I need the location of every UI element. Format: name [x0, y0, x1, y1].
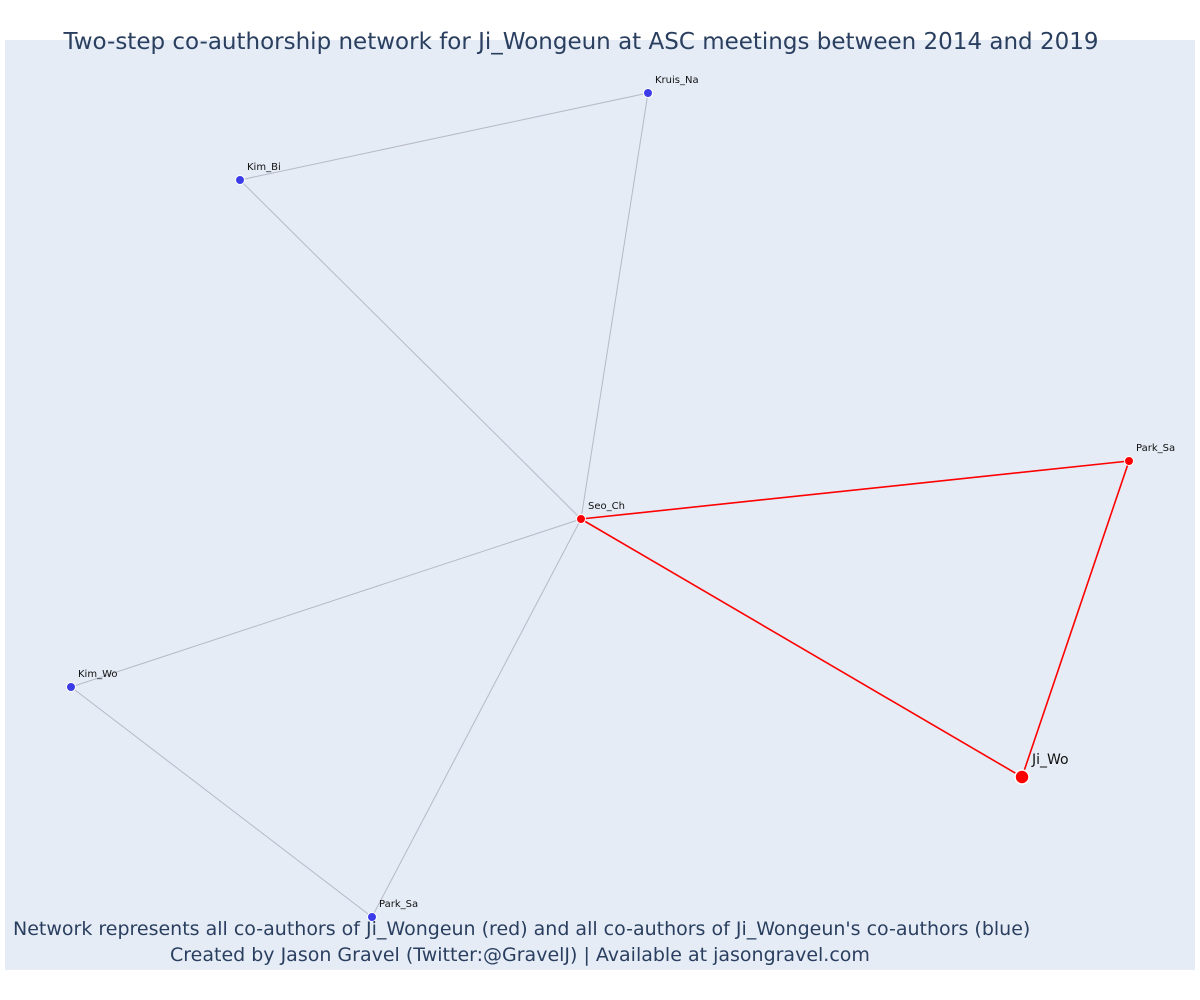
node-label-park1: Park_Sa — [1136, 443, 1175, 454]
edge-seo-park1 — [580, 460, 1130, 520]
node-label-kimwo: Kim_Wo — [78, 669, 118, 680]
node-label-ji: Ji_Wo — [1031, 752, 1069, 768]
plot-area — [5, 40, 1195, 970]
node-label-kimbi: Kim_Bi — [247, 162, 281, 173]
edge-seo-kimbi — [239, 179, 582, 520]
node-label-seo: Seo_Ch — [588, 501, 625, 512]
edge-seo-kruis — [580, 92, 649, 520]
edge-kimbi-kruis — [239, 92, 649, 181]
nodes-layer — [66, 88, 1134, 922]
caption-credit: Created by Jason Gravel (Twitter:@Gravel… — [170, 944, 870, 966]
node-label-park2: Park_Sa — [379, 899, 418, 910]
node-label-kruis: Kruis_Na — [655, 75, 699, 86]
node-kimbi[interactable] — [235, 175, 245, 185]
labels-layer: Ji_Wo Seo_Ch Park_Sa Kruis_Na Kim_Bi Kim_Wo Pa… — [78, 75, 1175, 910]
node-seo[interactable] — [576, 514, 586, 524]
edge-seo-park2 — [371, 518, 582, 918]
edge-ji-park1 — [1021, 460, 1130, 778]
node-ji[interactable] — [1014, 769, 1030, 785]
edge-ji-seo — [580, 518, 1023, 778]
edge-kimwo-park2 — [70, 686, 373, 918]
node-kimwo[interactable] — [66, 682, 76, 692]
chart-title: Two-step co-authorship network for Ji_Wo… — [63, 29, 1099, 55]
edges-layer — [70, 92, 1130, 918]
edge-seo-kimwo — [70, 518, 582, 688]
node-park1[interactable] — [1124, 456, 1134, 466]
node-park2[interactable] — [367, 912, 377, 922]
node-kruis[interactable] — [643, 88, 653, 98]
caption-legend: Network represents all co-authors of Ji_… — [13, 918, 1031, 940]
